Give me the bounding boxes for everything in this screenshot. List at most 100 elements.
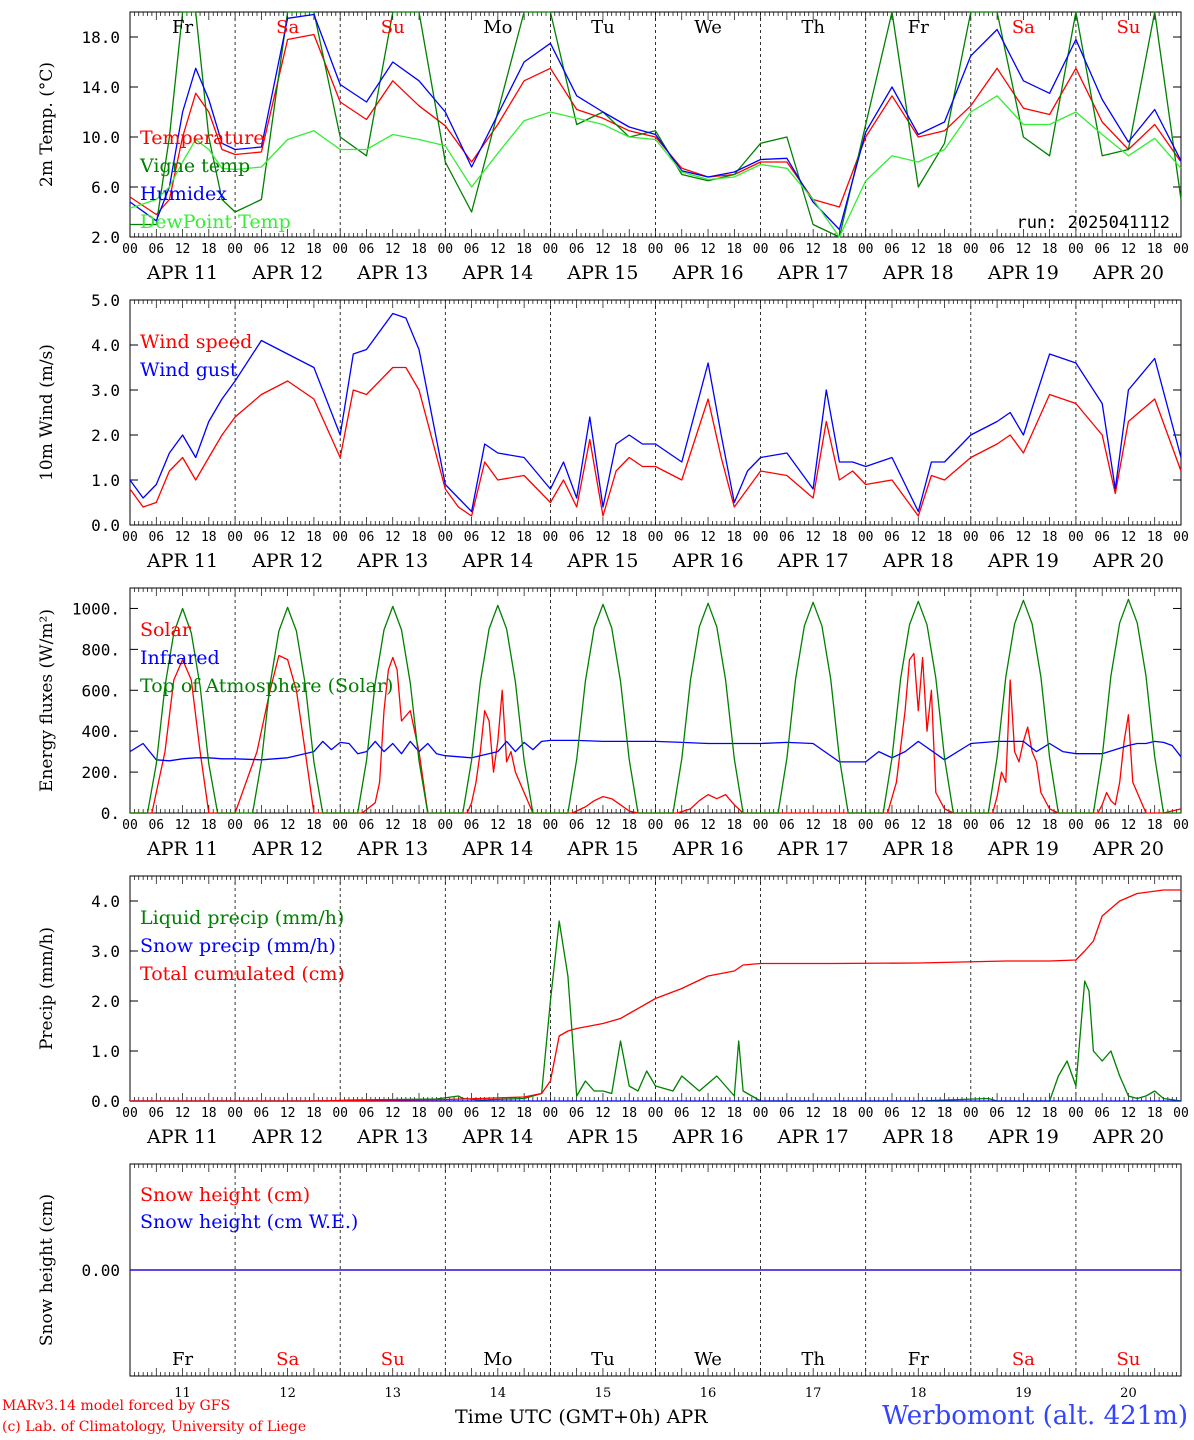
day-number: 18 [910,1386,927,1400]
day-name: Th [801,1349,825,1370]
y-axis-label: Snow height (cm) [37,1194,57,1346]
hour-tick-label: 18 [516,818,532,833]
date-label: APR 13 [356,1126,428,1148]
hour-tick-label: 06 [884,530,900,545]
date-label: APR 12 [251,838,323,860]
hour-tick-label: 12 [490,530,506,545]
hour-tick-label: 18 [1147,818,1163,833]
hour-tick-label: 12 [175,1106,191,1121]
hour-tick-label: 18 [411,818,427,833]
hour-tick-label: 00 [648,1106,664,1121]
legend-entry: Solar [140,619,192,641]
hour-tick-label: 00 [122,530,138,545]
day-name: Th [801,17,825,38]
date-label: APR 15 [566,1126,638,1148]
day-name: Su [1116,17,1140,38]
hour-tick-label: 12 [910,818,926,833]
hour-tick-label: 00 [1068,1106,1084,1121]
lab-credit: (c) Lab. of Climatology, University of L… [2,1419,307,1435]
y-tick-label: 2.0 [91,426,120,445]
y-tick-label: 3.0 [91,381,120,400]
date-label: APR 17 [777,1126,849,1148]
hour-tick-label: 12 [595,530,611,545]
hour-tick-label: 12 [595,1106,611,1121]
hour-tick-label: 12 [910,242,926,257]
series-line [129,739,1182,763]
hour-tick-label: 06 [569,818,585,833]
hour-tick-label: 06 [464,818,480,833]
y-tick-label: 4.0 [91,892,120,911]
hour-tick-label: 12 [805,530,821,545]
hour-tick-label: 00 [1068,818,1084,833]
hour-tick-label: 06 [569,1106,585,1121]
day-number: 17 [805,1386,822,1400]
hour-tick-label: 18 [726,1106,742,1121]
y-tick-label: 3.0 [91,942,120,961]
y-tick-label: 1000. [72,599,120,618]
hour-tick-label: 12 [805,1106,821,1121]
date-label: APR 14 [461,1126,533,1148]
hour-tick-label: 06 [1094,818,1110,833]
date-label: APR 14 [461,838,533,860]
hour-tick-label: 18 [621,242,637,257]
hour-tick-label: 06 [884,1106,900,1121]
hour-tick-label: 00 [963,1106,979,1121]
hour-tick-label: 12 [1016,530,1032,545]
hour-tick-label: 00 [1173,242,1189,257]
hour-tick-label: 06 [1094,1106,1110,1121]
hour-tick-label: 18 [516,530,532,545]
hour-tick-label: 12 [910,530,926,545]
hour-tick-label: 18 [1147,1106,1163,1121]
date-label: APR 11 [146,262,218,284]
day-number: 14 [490,1386,507,1400]
day-name: Mo [483,17,512,38]
hour-tick-label: 18 [201,530,217,545]
y-tick-label: 6.0 [91,178,120,197]
hour-tick-label: 06 [779,530,795,545]
day-name: Su [381,1349,405,1370]
day-name: We [694,17,722,38]
hour-tick-label: 18 [516,242,532,257]
legend-entry: Top of Atmosphere (Solar) [140,675,393,697]
hour-tick-label: 00 [227,530,243,545]
hour-tick-label: 18 [306,818,322,833]
day-name: Mo [483,1349,512,1370]
hour-tick-label: 18 [832,1106,848,1121]
y-tick-label: 0. [101,804,120,823]
date-label: APR 12 [251,262,323,284]
hour-tick-label: 12 [175,818,191,833]
y-tick-label: 0.0 [91,1092,120,1111]
date-label: APR 13 [356,550,428,572]
hour-tick-label: 00 [122,242,138,257]
hour-tick-label: 00 [543,818,559,833]
legend-entry: Snow precip (mm/h) [140,935,336,957]
hour-tick-label: 06 [779,242,795,257]
date-label: APR 16 [672,550,744,572]
hour-tick-label: 06 [148,242,164,257]
hour-tick-label: 12 [700,242,716,257]
hour-tick-label: 00 [1173,530,1189,545]
hour-tick-label: 00 [332,1106,348,1121]
y-tick-label: 1.0 [91,471,120,490]
day-name: Tu [591,1349,615,1370]
hour-tick-label: 18 [1147,530,1163,545]
hour-tick-label: 00 [227,818,243,833]
hour-tick-label: 12 [1121,530,1137,545]
hour-tick-label: 00 [1173,818,1189,833]
hour-tick-label: 18 [726,242,742,257]
series-line [129,312,1182,513]
hour-tick-label: 12 [700,1106,716,1121]
hour-tick-label: 06 [464,1106,480,1121]
hour-tick-label: 06 [989,242,1005,257]
day-number: 16 [700,1386,717,1400]
hour-tick-label: 12 [385,242,401,257]
hour-tick-label: 18 [937,530,953,545]
hour-tick-label: 18 [621,1106,637,1121]
hour-tick-label: 12 [1016,1106,1032,1121]
hour-tick-label: 18 [621,818,637,833]
hour-tick-label: 00 [122,1106,138,1121]
day-name: Fr [908,1349,929,1370]
hour-tick-label: 06 [884,242,900,257]
y-tick-label: 800. [81,640,120,659]
hour-tick-label: 00 [543,1106,559,1121]
